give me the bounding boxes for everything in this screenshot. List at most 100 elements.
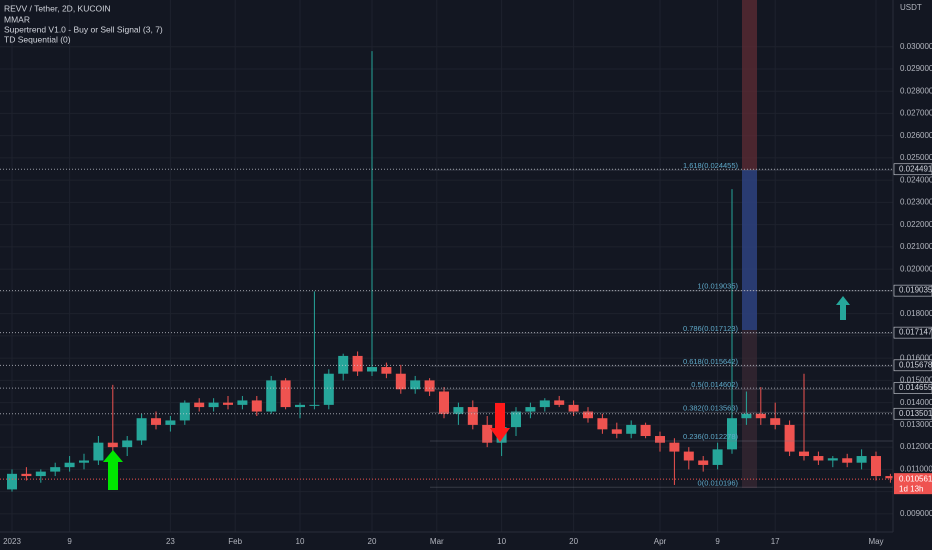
- x-tick-label: 20: [569, 537, 578, 546]
- candle-body: [467, 407, 478, 425]
- candle-body: [93, 442, 104, 461]
- candle-body: [352, 355, 363, 372]
- candle-body: [367, 367, 377, 372]
- y-tick-label: 0.018000: [900, 309, 932, 318]
- candle-body: [64, 462, 75, 468]
- candle-body: [79, 460, 89, 463]
- chart-title: REVV / Tether, 2D, KUCOIN: [4, 3, 111, 13]
- indicator-label: Supertrend V1.0 - Buy or Sell Signal (3,…: [4, 24, 163, 34]
- y-tick-label: 0.022000: [900, 220, 932, 229]
- candle-body: [280, 380, 291, 408]
- candle-body: [151, 418, 161, 425]
- candle-body: [525, 407, 536, 412]
- last-price-tag: [894, 473, 932, 495]
- candle-body: [309, 404, 320, 406]
- fib-label: 0.236(0.012278): [683, 432, 739, 441]
- candle-body: [640, 424, 651, 437]
- currency-label: USDT: [900, 3, 922, 12]
- y-tick-label: 0.016000: [900, 353, 932, 362]
- candle-body: [122, 440, 133, 448]
- candle-body: [842, 458, 853, 463]
- candle-body: [871, 456, 881, 477]
- y-tick-label: 0.009000: [900, 509, 932, 518]
- candle-body: [453, 407, 464, 414]
- highlight-zone: [742, 170, 757, 330]
- candle-body: [539, 400, 550, 408]
- price-tag: [893, 284, 932, 297]
- candle-body: [626, 424, 637, 434]
- candle-body: [568, 404, 579, 412]
- countdown-label: 1d 13h: [899, 484, 923, 493]
- y-tick-label: 0.024000: [900, 175, 932, 184]
- candle-body: [813, 456, 824, 461]
- y-tick-label: 0.030000: [900, 42, 932, 51]
- y-tick-label: 0.011000: [900, 464, 932, 473]
- price-tag: [893, 359, 932, 372]
- x-tick-label: Apr: [654, 537, 667, 546]
- fib-label: 0.618(0.015642): [683, 357, 739, 366]
- candle-body: [583, 411, 593, 419]
- fib-label: 0(0.010196): [698, 478, 739, 487]
- candle-body: [554, 400, 565, 405]
- candle-body: [727, 418, 737, 450]
- candle-body: [741, 413, 752, 419]
- y-tick-label: 0.014000: [900, 398, 932, 407]
- price-tag-label: 0.017147: [899, 328, 932, 337]
- candle-body: [223, 402, 233, 405]
- candle-body: [410, 380, 421, 390]
- fib-label: 0.382(0.013563): [683, 403, 739, 412]
- indicator-label: MMAR: [4, 14, 30, 24]
- candle-body: [323, 373, 334, 405]
- price-tag-label: 0.014655: [899, 383, 932, 392]
- y-tick-label: 0.013000: [900, 420, 932, 429]
- candle-body: [381, 367, 392, 374]
- y-axis-panel: [893, 0, 932, 550]
- y-tick-label: 0.025000: [900, 153, 932, 162]
- candle-body: [208, 402, 219, 408]
- candle-body: [770, 418, 781, 425]
- candle-body: [50, 467, 61, 472]
- candle-body: [755, 413, 766, 419]
- candle-body: [266, 380, 277, 412]
- candle-body: [395, 373, 406, 390]
- y-tick-label: 0.026000: [900, 131, 932, 140]
- y-tick-label: 0.027000: [900, 109, 932, 118]
- candle-body: [7, 473, 17, 490]
- x-tick-label: 10: [497, 537, 506, 546]
- candle-body: [683, 451, 694, 461]
- candle-body: [439, 391, 449, 414]
- candle-body: [827, 458, 838, 461]
- candle-body: [655, 436, 665, 443]
- candle-body: [511, 411, 521, 428]
- candle-body: [424, 380, 435, 392]
- fib-label: 0.5(0.014602): [691, 380, 738, 389]
- highlight-zone: [742, 330, 757, 488]
- candle-body: [799, 451, 809, 457]
- x-tick-label: 17: [771, 537, 780, 546]
- axes: 0.0090000.0100000.0110000.0120000.013000…: [3, 42, 932, 546]
- x-tick-label: Mar: [430, 537, 444, 546]
- y-tick-label: 0.020000: [900, 264, 932, 273]
- highlight-zone: [742, 0, 757, 170]
- candle-body: [885, 476, 896, 479]
- y-tick-label: 0.015000: [900, 376, 932, 385]
- indicator-label: TD Sequential (0): [4, 34, 71, 44]
- x-tick-label: May: [868, 537, 883, 546]
- y-tick-label: 0.023000: [900, 198, 932, 207]
- last-price-label: 0.010561: [899, 474, 932, 483]
- x-tick-label: 2023: [3, 537, 21, 546]
- y-tick-label: 0.028000: [900, 86, 932, 95]
- candle-body: [251, 400, 262, 412]
- price-tag: [893, 382, 932, 394]
- price-tag: [893, 407, 932, 420]
- candle-body: [856, 456, 867, 463]
- candle-body: [35, 471, 46, 477]
- price-tag-label: 0.024491: [899, 164, 932, 173]
- x-tick-label: 20: [368, 537, 377, 546]
- buy-arrow: [103, 450, 123, 490]
- y-tick-label: 0.029000: [900, 64, 932, 73]
- candle-body: [611, 429, 622, 434]
- candle-body: [712, 449, 723, 465]
- fib-label: 0.786(0.017123): [683, 324, 739, 333]
